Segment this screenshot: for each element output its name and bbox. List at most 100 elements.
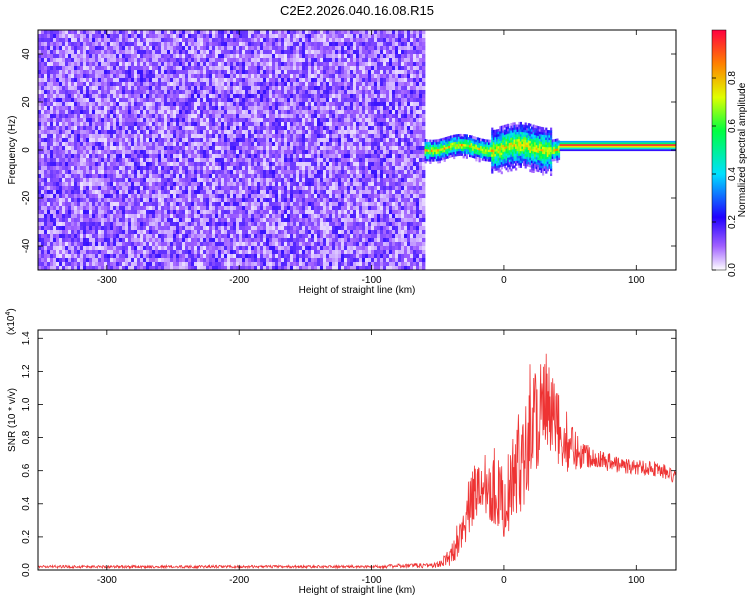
spectrogram-cell — [116, 34, 120, 39]
spectrogram-cell — [62, 146, 66, 151]
spectrogram-cell — [92, 162, 96, 167]
spectrogram-cell — [125, 162, 129, 167]
spectrogram-cell — [182, 142, 186, 147]
spectrogram-cell — [77, 110, 81, 115]
spectrogram-cell — [86, 30, 90, 35]
spectrogram-cell — [173, 142, 177, 147]
spectrogram-cell — [113, 110, 117, 115]
spectrogram-cell — [218, 34, 222, 39]
spectrogram-cell — [137, 154, 141, 159]
spectrogram-cell — [191, 242, 195, 247]
spectrogram-cell — [194, 66, 198, 71]
spectrogram-cell — [155, 246, 159, 251]
spectrogram-cell — [68, 34, 72, 39]
spectrogram-cell — [53, 78, 57, 83]
spectrogram-cell — [278, 246, 282, 251]
spectrogram-cell — [161, 78, 165, 83]
spectrogram-cell — [119, 170, 123, 175]
spectrogram-cell — [191, 134, 195, 139]
spectrogram-cell — [152, 122, 156, 127]
spectrogram-cell — [65, 86, 69, 91]
spectrogram-cell — [233, 182, 237, 187]
spectrogram-cell — [131, 54, 135, 59]
spectrogram-cell — [281, 210, 285, 215]
spectrogram-cell — [149, 254, 153, 259]
spectrogram-cell — [164, 230, 168, 235]
spectrogram-cell — [176, 194, 180, 199]
spectrogram-cell — [149, 94, 153, 99]
spectrogram-cell — [80, 82, 84, 87]
spectrogram-cell — [179, 42, 183, 47]
spectrogram-cell — [206, 262, 210, 267]
spectrogram-cell — [92, 134, 96, 139]
spectrogram-cell — [188, 150, 192, 155]
spectrogram-cell — [152, 198, 156, 203]
spectrogram-cell — [245, 98, 249, 103]
spectrogram-cell — [59, 226, 63, 231]
spectrogram-cell — [56, 86, 60, 91]
spectrogram-cell — [95, 234, 99, 239]
spectrogram-cell — [101, 178, 105, 183]
spectrogram-cell — [275, 262, 279, 267]
spectrogram-cell — [71, 110, 75, 115]
spectrogram-cell — [266, 174, 270, 179]
spectrogram-cell — [263, 242, 267, 247]
spectrogram-cell — [233, 146, 237, 151]
spectrogram-cell — [227, 178, 231, 183]
spectrogram-cell — [230, 246, 234, 251]
spectrogram-cell — [47, 54, 51, 59]
spectrogram-cell — [221, 58, 225, 63]
spectrogram-cell — [65, 210, 69, 215]
spectrogram-cell — [230, 174, 234, 179]
spectrogram-cell — [149, 198, 153, 203]
spectrogram-cell — [260, 162, 264, 167]
spectrogram-cell — [104, 110, 108, 115]
spectrogram-cell — [200, 142, 204, 147]
spectrogram-cell — [116, 178, 120, 183]
spectrogram-cell — [266, 106, 270, 111]
spectrogram-cell — [77, 194, 81, 199]
spectrogram-cell — [146, 70, 150, 75]
spectrogram-cell — [203, 58, 207, 63]
spectrogram-cell — [257, 50, 261, 55]
spectrogram-cell — [206, 246, 210, 251]
spectrogram-cell — [197, 246, 201, 251]
spectrogram-cell — [212, 126, 216, 131]
spectrogram-cell — [191, 238, 195, 243]
spectrogram-cell — [230, 234, 234, 239]
spectrogram-cell — [224, 118, 228, 123]
spectrogram-cell — [53, 94, 57, 99]
spectrogram-cell — [194, 110, 198, 115]
spectrogram-cell — [62, 162, 66, 167]
spectrogram-cell — [62, 54, 66, 59]
spectrogram-cell — [218, 194, 222, 199]
spectrogram-cell — [104, 246, 108, 251]
spectrogram-cell — [257, 154, 261, 159]
spectrogram-cell — [170, 126, 174, 131]
spectrogram-cell — [176, 174, 180, 179]
spectrogram-cell — [161, 254, 165, 259]
spectrogram-cell — [200, 218, 204, 223]
spectrogram-cell — [209, 122, 213, 127]
spectrogram-cell — [251, 186, 255, 191]
spectrogram-cell — [128, 198, 132, 203]
spectrogram-cell — [224, 102, 228, 107]
spectrogram-cell — [131, 258, 135, 263]
spectrogram-cell — [263, 122, 267, 127]
spectrogram-cell — [191, 162, 195, 167]
spectrogram-cell — [56, 258, 60, 263]
spectrogram-cell — [110, 166, 114, 171]
spectrogram-cell — [59, 266, 63, 270]
spectrogram-cell — [197, 138, 201, 143]
spectrogram-cell — [182, 38, 186, 43]
spectrogram-cell — [278, 158, 282, 163]
spectrogram-cell — [254, 206, 258, 211]
spectrogram-cell — [206, 62, 210, 67]
spectrogram-cell — [230, 154, 234, 159]
spectrogram-cell — [224, 166, 228, 171]
spectrogram-cell — [152, 66, 156, 71]
spectrogram-cell — [107, 86, 111, 91]
spectrogram-cell — [71, 122, 75, 127]
spectrogram-cell — [116, 82, 120, 87]
spectrogram-cell — [197, 62, 201, 67]
